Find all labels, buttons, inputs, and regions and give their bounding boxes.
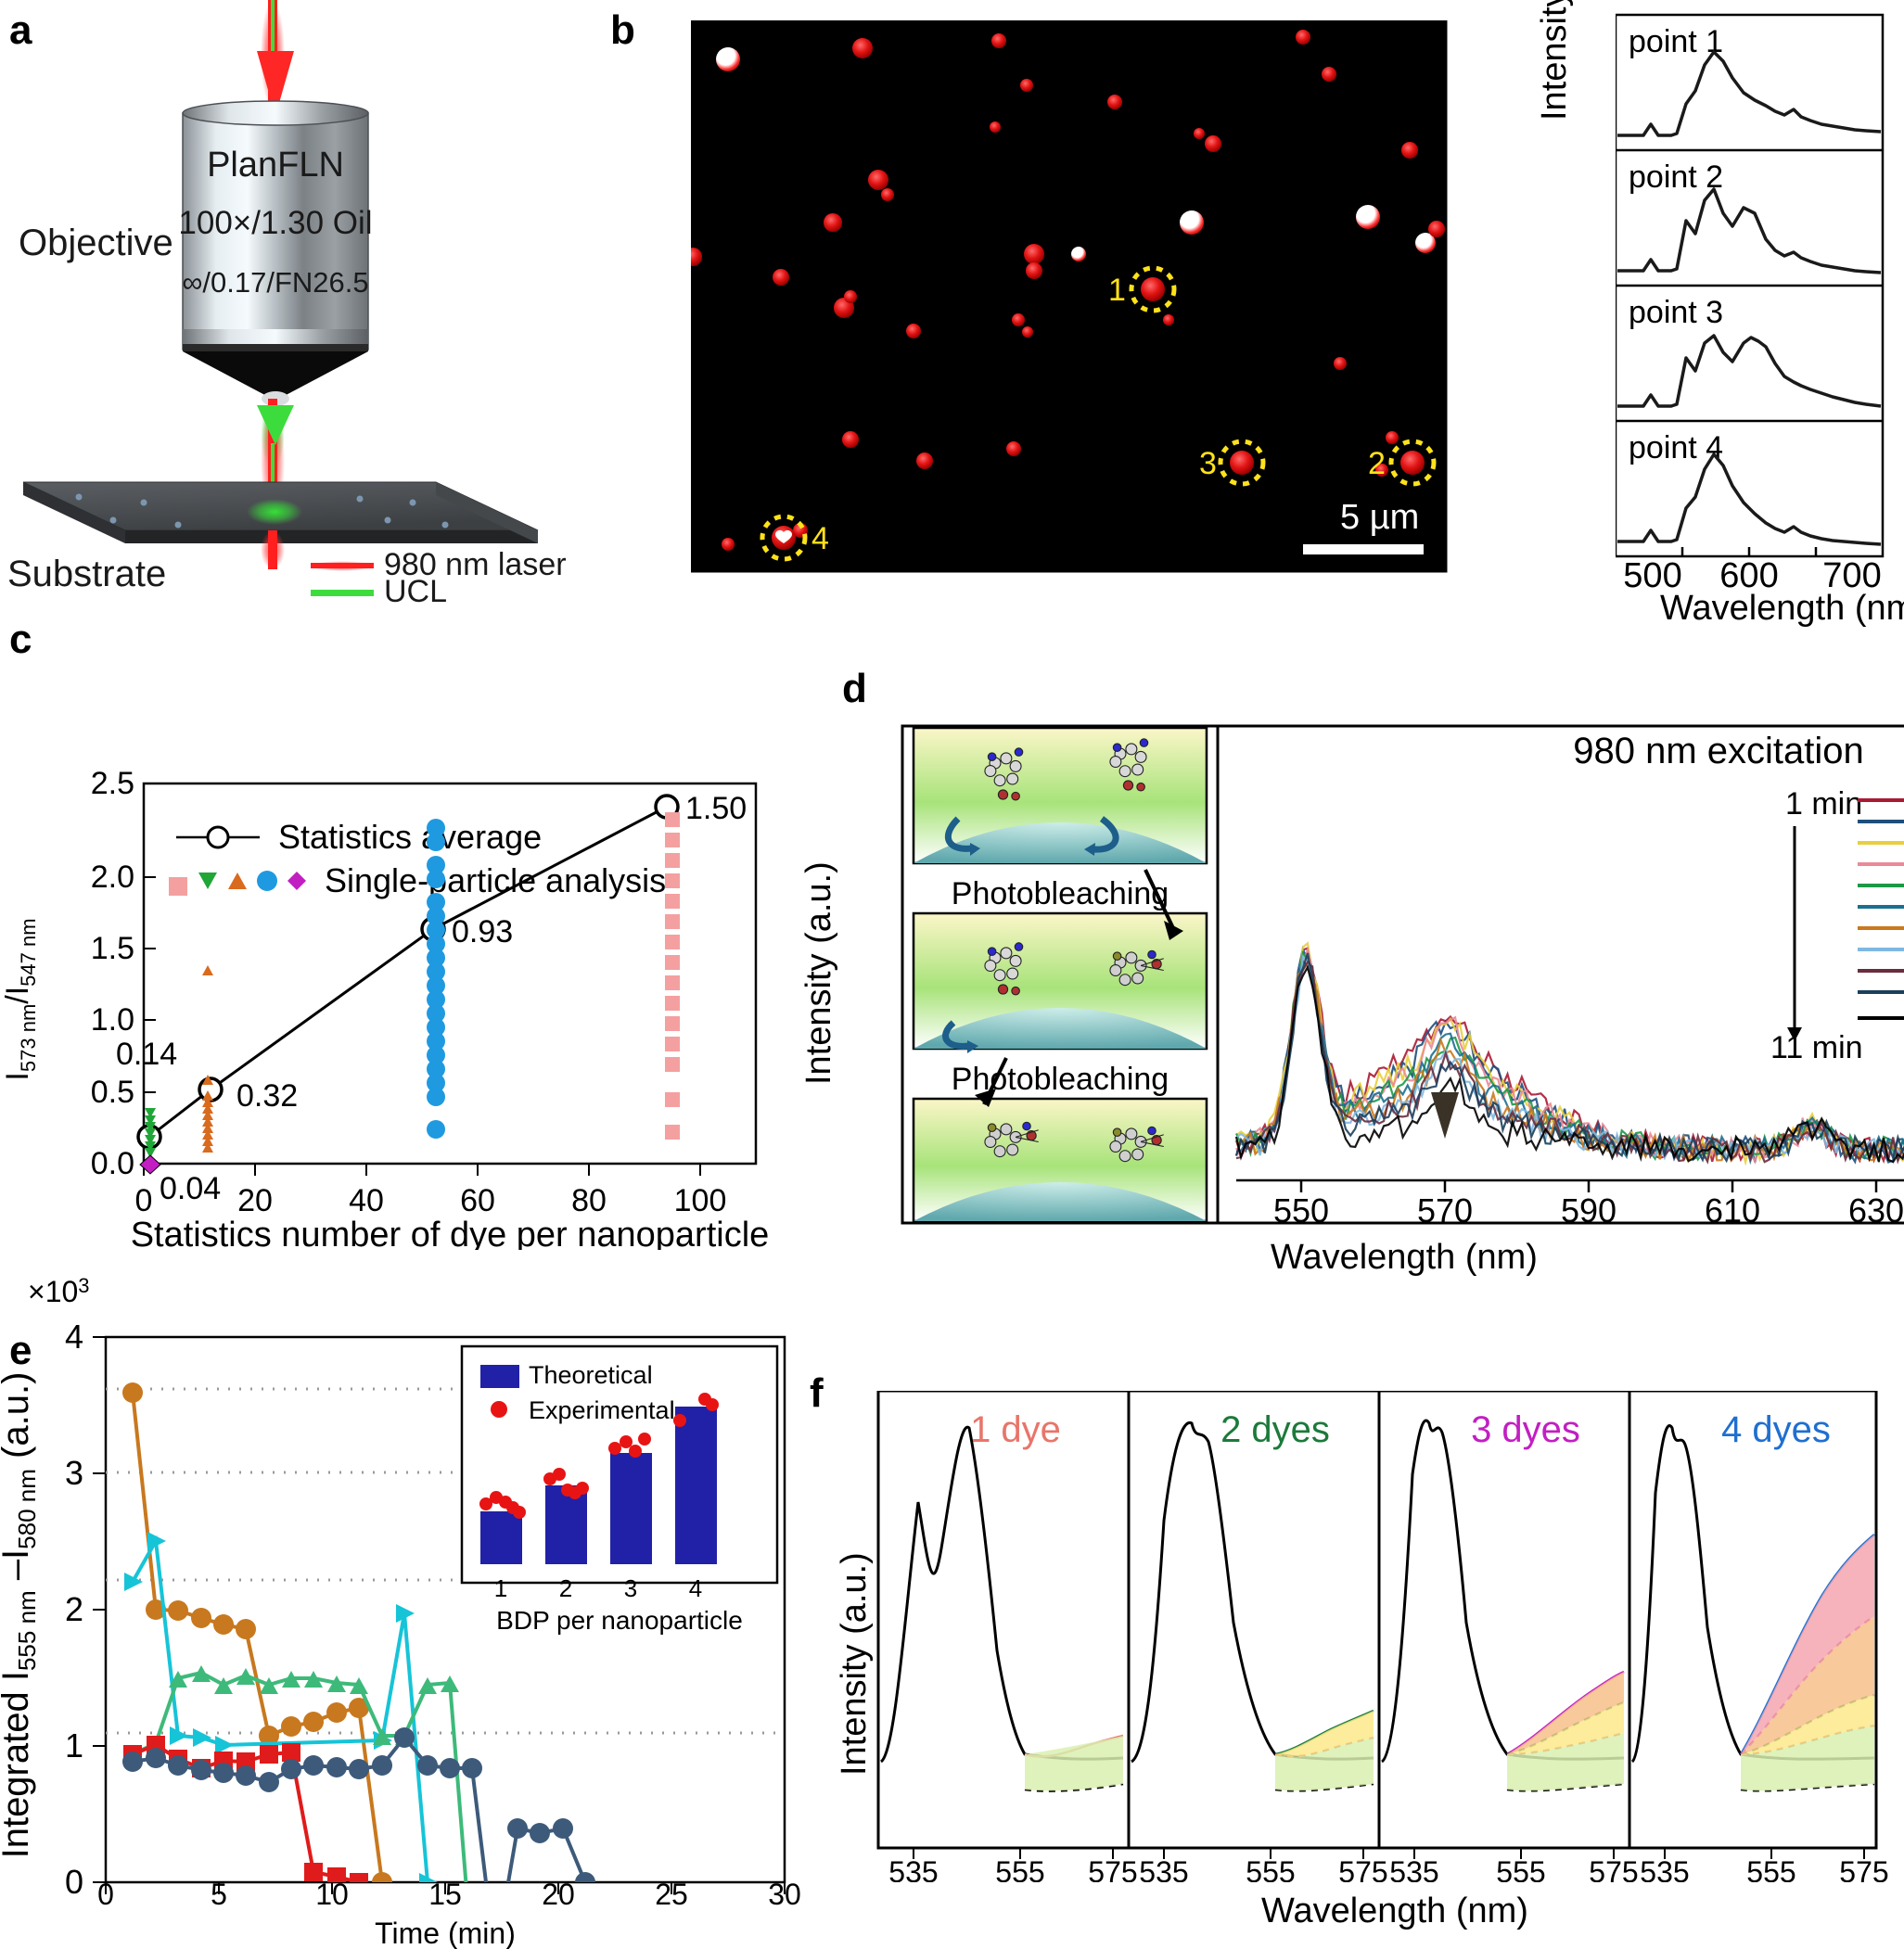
svg-text:1: 1 xyxy=(494,1574,507,1602)
svg-text:630: 630 xyxy=(1848,1191,1904,1229)
svg-text:Statistics average: Statistics average xyxy=(278,818,542,856)
svg-text:0: 0 xyxy=(65,1863,83,1901)
svg-text:980 nm excitation: 980 nm excitation xyxy=(1573,731,1864,771)
svg-text:555: 555 xyxy=(1746,1855,1795,1882)
svg-text:535: 535 xyxy=(1139,1855,1188,1882)
svg-text:1.5: 1.5 xyxy=(91,931,134,966)
svg-text:0: 0 xyxy=(135,1183,153,1218)
svg-text:Photobleaching: Photobleaching xyxy=(952,1062,1169,1097)
svg-text:30: 30 xyxy=(768,1878,801,1911)
svg-text:Time (min): Time (min) xyxy=(375,1917,516,1949)
svg-text:Substrate: Substrate xyxy=(7,554,166,594)
svg-text:590: 590 xyxy=(1561,1191,1616,1229)
svg-text:2: 2 xyxy=(1368,446,1386,481)
svg-text:0.0: 0.0 xyxy=(91,1146,134,1181)
svg-text:point 1: point 1 xyxy=(1629,24,1723,59)
svg-text:4: 4 xyxy=(65,1318,83,1356)
svg-text:1.0: 1.0 xyxy=(91,1002,134,1038)
svg-text:3: 3 xyxy=(1199,446,1217,481)
svg-text:1 dye: 1 dye xyxy=(970,1409,1061,1450)
svg-text:535: 535 xyxy=(1389,1855,1438,1882)
svg-text:1.50: 1.50 xyxy=(685,791,747,826)
svg-text:535: 535 xyxy=(1640,1855,1689,1882)
svg-text:0.5: 0.5 xyxy=(91,1075,134,1110)
svg-text:BDP per nanoparticle: BDP per nanoparticle xyxy=(496,1606,743,1635)
svg-text:0.14: 0.14 xyxy=(116,1037,177,1072)
svg-text:80: 80 xyxy=(571,1183,607,1218)
svg-text:11 min: 11 min xyxy=(1770,1030,1863,1065)
svg-text:3 dyes: 3 dyes xyxy=(1471,1409,1580,1450)
svg-text:10: 10 xyxy=(315,1878,349,1911)
svg-text:point 2: point 2 xyxy=(1629,159,1723,195)
svg-text:Statistics number of dye per n: Statistics number of dye per nanoparticl… xyxy=(131,1216,770,1250)
svg-text:0: 0 xyxy=(97,1878,114,1911)
svg-text:∞/0.17/FN26.5: ∞/0.17/FN26.5 xyxy=(182,266,368,299)
svg-text:100×/1.30 Oil: 100×/1.30 Oil xyxy=(178,205,372,241)
svg-text:I573 nm/I547 nm: I573 nm/I547 nm xyxy=(0,918,40,1080)
svg-text:2.5: 2.5 xyxy=(91,766,134,801)
svg-text:575: 575 xyxy=(1088,1855,1137,1882)
svg-text:UCL: UCL xyxy=(384,574,447,603)
svg-text:550: 550 xyxy=(1273,1191,1329,1229)
svg-text:Experimental: Experimental xyxy=(529,1396,675,1424)
svg-text:555: 555 xyxy=(1496,1855,1545,1882)
svg-text:5 µm: 5 µm xyxy=(1340,498,1419,537)
svg-text:555: 555 xyxy=(995,1855,1044,1882)
svg-text:20: 20 xyxy=(542,1878,575,1911)
svg-text:2: 2 xyxy=(65,1590,83,1628)
svg-text:575: 575 xyxy=(1839,1855,1888,1882)
svg-text:×103: ×103 xyxy=(28,1274,90,1308)
svg-text:610: 610 xyxy=(1705,1191,1760,1229)
svg-text:0.04: 0.04 xyxy=(160,1171,221,1206)
svg-text:3: 3 xyxy=(624,1574,637,1602)
svg-text:Photobleaching: Photobleaching xyxy=(952,876,1169,911)
svg-text:4 dyes: 4 dyes xyxy=(1721,1409,1831,1450)
svg-text:Integrated I555 nm –I580 nm (a: Integrated I555 nm –I580 nm (a.u.) xyxy=(0,1372,41,1859)
svg-text:100: 100 xyxy=(674,1183,727,1218)
svg-text:40: 40 xyxy=(349,1183,384,1218)
svg-text:575: 575 xyxy=(1338,1855,1387,1882)
svg-text:2: 2 xyxy=(559,1574,572,1602)
svg-text:2 dyes: 2 dyes xyxy=(1220,1409,1330,1450)
svg-text:25: 25 xyxy=(655,1878,688,1911)
svg-text:PlanFLN: PlanFLN xyxy=(207,146,344,185)
svg-text:535: 535 xyxy=(888,1855,938,1882)
svg-text:0.32: 0.32 xyxy=(236,1078,298,1114)
svg-text:575: 575 xyxy=(1589,1855,1638,1882)
svg-text:1 min: 1 min xyxy=(1785,786,1862,822)
svg-text:2.0: 2.0 xyxy=(91,860,134,895)
svg-text:15: 15 xyxy=(428,1878,462,1911)
svg-text:20: 20 xyxy=(237,1183,273,1218)
svg-text:1: 1 xyxy=(65,1726,83,1764)
svg-text:3: 3 xyxy=(65,1454,83,1492)
svg-text:Objective: Objective xyxy=(19,223,173,263)
svg-text:1: 1 xyxy=(1108,273,1126,308)
svg-text:570: 570 xyxy=(1417,1191,1473,1229)
svg-text:Theoretical: Theoretical xyxy=(529,1361,653,1389)
svg-text:555: 555 xyxy=(1246,1855,1295,1882)
svg-text:Single-particle analysis: Single-particle analysis xyxy=(325,861,666,899)
svg-text:4: 4 xyxy=(689,1574,702,1602)
svg-text:4: 4 xyxy=(811,521,829,556)
svg-text:point 3: point 3 xyxy=(1629,295,1723,330)
svg-text:60: 60 xyxy=(460,1183,495,1218)
svg-text:5: 5 xyxy=(211,1878,227,1911)
svg-text:0.93: 0.93 xyxy=(452,914,513,949)
